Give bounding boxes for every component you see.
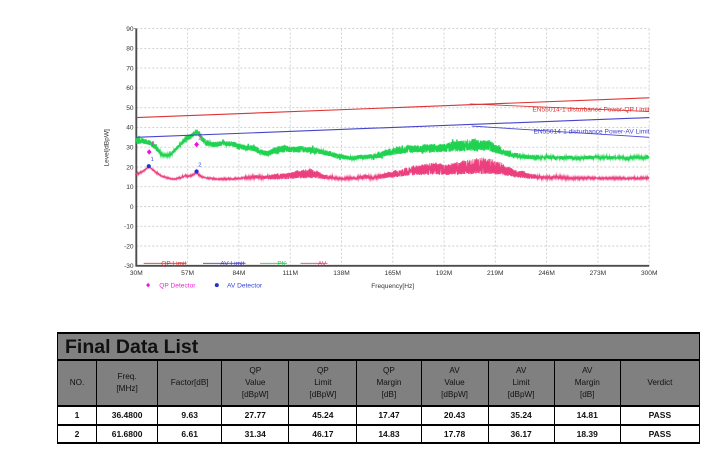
svg-text:90: 90	[126, 26, 134, 33]
svg-text:-30: -30	[124, 263, 134, 270]
svg-text:EN55014-1 disturbance Power-QP: EN55014-1 disturbance Power-QP Limit	[532, 106, 649, 113]
svg-text:300M: 300M	[641, 270, 658, 277]
svg-text:30: 30	[126, 145, 134, 152]
svg-text:84M: 84M	[232, 270, 245, 277]
svg-text:192M: 192M	[436, 270, 453, 277]
svg-text:Frequency[Hz]: Frequency[Hz]	[371, 283, 414, 290]
svg-text:PK: PK	[277, 261, 286, 268]
svg-text:70: 70	[126, 65, 134, 72]
svg-text:0: 0	[130, 204, 134, 211]
svg-text:246M: 246M	[538, 270, 555, 277]
svg-text:EN55014-1 disturbance Power-AV: EN55014-1 disturbance Power-AV Limit	[533, 129, 649, 136]
svg-text:-10: -10	[124, 224, 134, 231]
svg-text:273M: 273M	[590, 270, 607, 277]
svg-text:80: 80	[126, 46, 134, 53]
svg-text:2: 2	[198, 163, 201, 169]
svg-text:20: 20	[126, 164, 134, 171]
svg-text:1: 1	[151, 142, 154, 148]
svg-text:40: 40	[126, 125, 134, 132]
svg-text:10: 10	[126, 184, 134, 191]
svg-text:Level[dBpW]: Level[dBpW]	[104, 129, 111, 167]
svg-text:30M: 30M	[130, 270, 143, 277]
svg-text:1: 1	[151, 157, 154, 163]
svg-text:QP Detector: QP Detector	[159, 282, 196, 289]
svg-text:-20: -20	[124, 243, 134, 250]
svg-text:57M: 57M	[181, 270, 194, 277]
svg-text:50: 50	[126, 105, 134, 112]
svg-text:AV Limit: AV Limit	[220, 261, 244, 268]
svg-text:AV Detector: AV Detector	[227, 282, 263, 289]
svg-text:138M: 138M	[333, 270, 350, 277]
svg-text:AV: AV	[318, 261, 327, 268]
svg-text:60: 60	[126, 85, 134, 92]
svg-text:QP Limit: QP Limit	[161, 261, 186, 268]
svg-text:2: 2	[198, 136, 201, 142]
svg-text:111M: 111M	[282, 270, 298, 277]
svg-text:165M: 165M	[385, 270, 402, 277]
svg-text:219M: 219M	[487, 270, 504, 277]
